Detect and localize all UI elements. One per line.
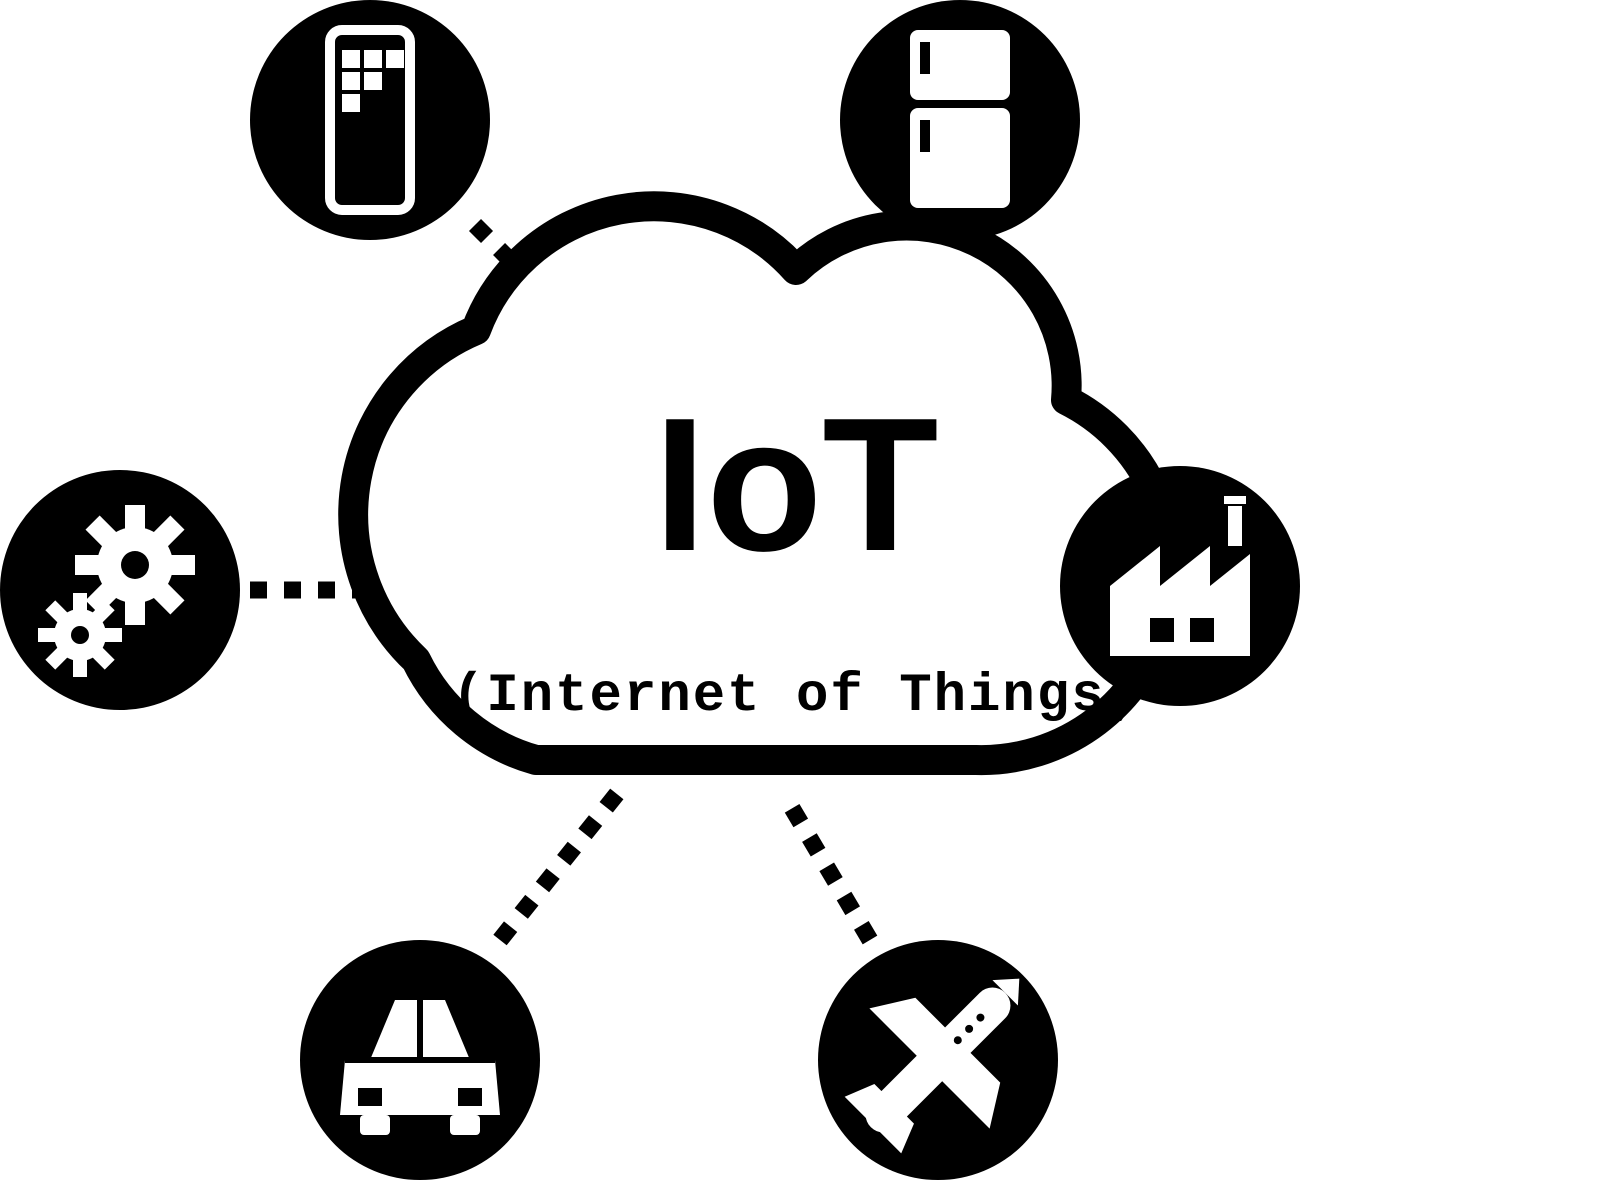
connector-airplane bbox=[786, 798, 870, 940]
cloud-title: IoT bbox=[654, 379, 939, 591]
iot-diagram: IoT (Internet of Things) bbox=[0, 0, 1600, 1200]
node-fridge bbox=[840, 0, 1080, 240]
fridge-icon bbox=[910, 30, 1010, 208]
cloud-subtitle: (Internet of Things) bbox=[452, 666, 1140, 727]
connector-car bbox=[500, 790, 620, 940]
phone-icon bbox=[330, 30, 410, 210]
node-airplane bbox=[811, 919, 1080, 1188]
node-phone bbox=[250, 0, 490, 240]
node-gears bbox=[0, 470, 240, 710]
cloud: IoT (Internet of Things) bbox=[353, 206, 1171, 760]
node-car bbox=[300, 940, 540, 1180]
node-factory bbox=[1060, 466, 1300, 706]
